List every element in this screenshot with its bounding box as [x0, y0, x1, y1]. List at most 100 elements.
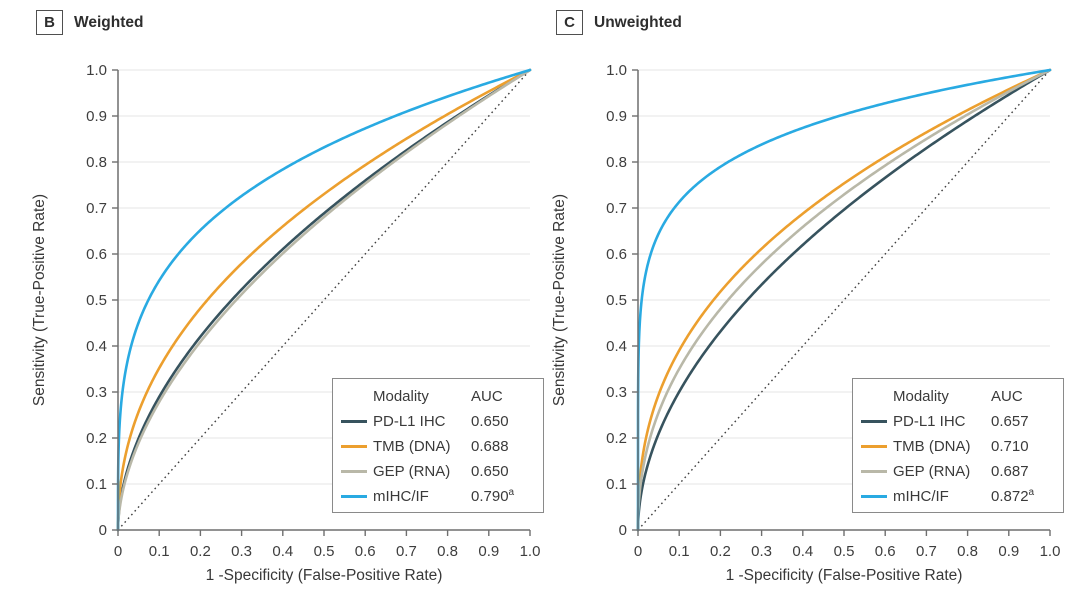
legend-swatch-line: [861, 420, 887, 423]
x-tick-label: 0.3: [751, 543, 772, 560]
legend-swatch-line: [861, 495, 887, 498]
y-tick-label: 0.4: [606, 338, 627, 355]
x-tick-label: 1.0: [520, 543, 541, 560]
y-tick-label: 0: [619, 522, 627, 539]
y-tick-label: 0.6: [606, 246, 627, 263]
panel-letter: B: [44, 14, 55, 31]
x-tick-label: 0.7: [916, 543, 937, 560]
y-axis-label: Sensitivity (True-Positive Rate): [31, 194, 48, 406]
y-tick-label: 0.3: [606, 384, 627, 401]
legend-auc-value: 0.657: [991, 413, 1063, 430]
x-tick-label: 0.8: [957, 543, 978, 560]
x-tick-label: 0.8: [437, 543, 458, 560]
y-tick-label: 0.8: [86, 154, 107, 171]
y-tick-label: 0.7: [606, 200, 627, 217]
legend-swatch-line: [341, 445, 367, 448]
roc-curve-tmb-dna: [116, 68, 532, 532]
roc-curve-mihc-if: [116, 68, 532, 532]
auc-footnote-marker: a: [1028, 487, 1035, 498]
legend-row: mIHC/IF 0.790a: [339, 484, 543, 509]
roc-curve-tmb-dna: [636, 68, 1052, 532]
legend-header-row: Modality AUC: [339, 384, 543, 409]
roc-curve-pd-l1-ihc: [636, 68, 1052, 532]
legend-auc-value: 0.872a: [991, 487, 1063, 506]
x-tick-label: 0.4: [272, 543, 293, 560]
x-tick-label: 0: [634, 543, 642, 560]
legend-row: TMB (DNA) 0.688: [339, 434, 543, 459]
legend-modality-label: GEP (RNA): [893, 463, 971, 480]
y-tick-label: 0.1: [606, 476, 627, 493]
legend-row: PD-L1 IHC 0.657: [859, 409, 1063, 434]
roc-curve-gep-rna: [636, 68, 1052, 532]
x-tick-label: 0.5: [834, 543, 855, 560]
y-tick-label: 1.0: [86, 62, 107, 79]
x-tick-label: 0.2: [190, 543, 211, 560]
panel-title: Weighted: [74, 13, 144, 31]
panel-header: C Unweighted: [556, 10, 682, 35]
legend: Modality AUC PD-L1 IHC 0.650 TMB (DNA) 0…: [332, 378, 544, 513]
panel-letter: C: [564, 14, 575, 31]
y-tick-label: 0.6: [86, 246, 107, 263]
y-tick-label: 0.7: [86, 200, 107, 217]
x-tick-label: 0.1: [149, 543, 170, 560]
panel-weighted: B Weighted 0 0.1 0.2 0.3 0.4 0.5 0.6 0.7 0.8 0.9 1…: [31, 10, 544, 584]
panel-letter-box: B: [36, 10, 63, 35]
auc-footnote-marker: a: [508, 487, 515, 498]
roc-curve-mihc-if: [636, 68, 1052, 532]
y-tick-label: 0.2: [606, 430, 627, 447]
x-tick-label: 0.4: [792, 543, 813, 560]
x-tick-label: 0.1: [669, 543, 690, 560]
x-tick-label: 0.5: [314, 543, 335, 560]
panel-title: Unweighted: [594, 13, 682, 31]
panel-header: B Weighted: [36, 10, 143, 35]
legend-modality-label: GEP (RNA): [373, 463, 451, 480]
y-axis-label: Sensitivity (True-Positive Rate): [551, 194, 568, 406]
legend-auc-value: 0.650: [471, 413, 543, 430]
legend-header-modality: Modality: [373, 388, 429, 405]
legend-swatch-line: [341, 420, 367, 423]
auc-number: 0.710: [991, 438, 1029, 455]
legend-modality-label: mIHC/IF: [893, 488, 949, 505]
x-axis-label: 1 -Specificity (False-Positive Rate): [726, 567, 963, 584]
x-tick-label: 0.9: [998, 543, 1019, 560]
y-tick-label: 0.4: [86, 338, 107, 355]
x-tick-label: 1.0: [1040, 543, 1061, 560]
legend-header-auc: AUC: [471, 388, 503, 405]
legend-modality-label: TMB (DNA): [893, 438, 971, 455]
auc-number: 0.688: [471, 438, 509, 455]
roc-plot: 0 0.1 0.2 0.3 0.4 0.5 0.6 0.7 0.8 0.9 1.0 0 0.1 0.2 0.…: [31, 62, 541, 584]
legend-swatch-line: [341, 495, 367, 498]
x-tick-label: 0.6: [355, 543, 376, 560]
legend-row: GEP (RNA) 0.650: [339, 459, 543, 484]
x-tick-label: 0.9: [478, 543, 499, 560]
x-tick-label: 0.2: [710, 543, 731, 560]
legend-row: TMB (DNA) 0.710: [859, 434, 1063, 459]
roc-plot: 0 0.1 0.2 0.3 0.4 0.5 0.6 0.7 0.8 0.9 1.0 0 0.1 0.2 0.…: [551, 62, 1061, 584]
auc-number: 0.657: [991, 413, 1029, 430]
x-tick-label: 0.3: [231, 543, 252, 560]
roc-curve-pd-l1-ihc: [116, 68, 532, 532]
auc-number: 0.650: [471, 413, 509, 430]
legend-row: GEP (RNA) 0.687: [859, 459, 1063, 484]
legend-swatch-line: [341, 470, 367, 473]
legend-auc-value: 0.650: [471, 463, 543, 480]
auc-number: 0.790: [471, 488, 509, 505]
x-tick-label: 0.7: [396, 543, 417, 560]
y-tick-label: 0.1: [86, 476, 107, 493]
legend-auc-value: 0.687: [991, 463, 1063, 480]
legend-header-auc: AUC: [991, 388, 1023, 405]
roc-curve-gep-rna: [116, 68, 532, 532]
x-tick-label: 0: [114, 543, 122, 560]
legend-auc-value: 0.710: [991, 438, 1063, 455]
legend-modality-label: PD-L1 IHC: [373, 413, 446, 430]
auc-number: 0.650: [471, 463, 509, 480]
y-tick-label: 0.9: [86, 108, 107, 125]
y-tick-label: 0.5: [606, 292, 627, 309]
legend-header-modality: Modality: [893, 388, 949, 405]
legend-auc-value: 0.790a: [471, 487, 543, 506]
legend-auc-value: 0.688: [471, 438, 543, 455]
legend-swatch-line: [861, 470, 887, 473]
auc-number: 0.687: [991, 463, 1029, 480]
y-tick-label: 1.0: [606, 62, 627, 79]
